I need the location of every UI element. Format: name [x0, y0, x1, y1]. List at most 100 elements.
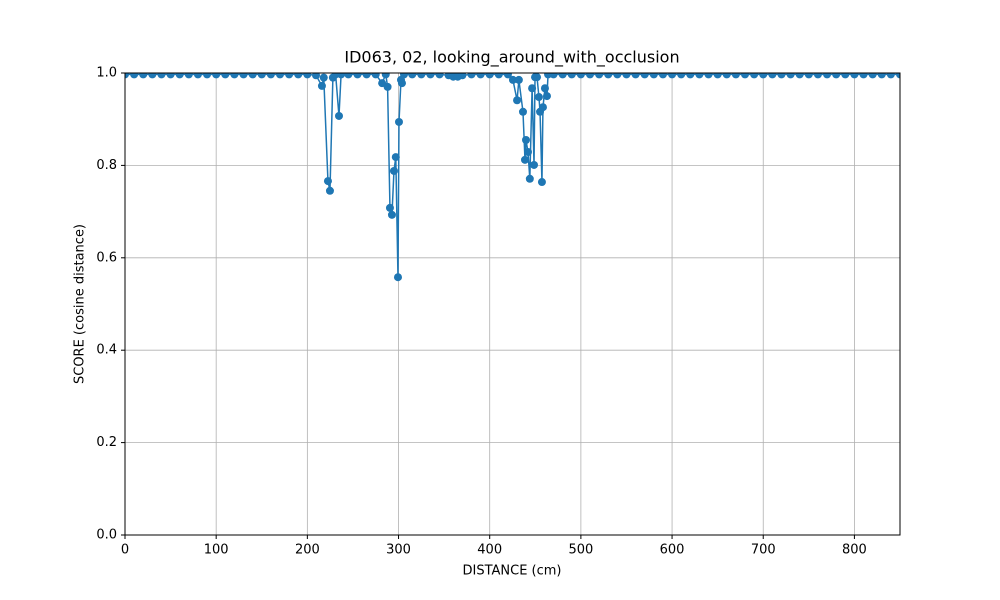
data-point: [130, 73, 139, 79]
data-point: [319, 73, 328, 82]
data-point: [540, 84, 549, 93]
data-point: [371, 73, 380, 79]
data-point: [658, 73, 667, 79]
x-tick-label: 500: [568, 543, 593, 558]
data-point: [713, 73, 722, 79]
data-point: [148, 73, 157, 79]
x-tick-label: 700: [751, 543, 776, 558]
data-point: [731, 73, 740, 79]
data-point: [533, 73, 542, 82]
data-point: [494, 73, 503, 79]
data-point: [896, 73, 900, 79]
data-point: [362, 73, 371, 79]
data-point: [586, 73, 594, 79]
data-point: [534, 93, 543, 102]
data-point: [221, 73, 230, 79]
x-axis-label: DISTANCE (cm): [462, 564, 561, 579]
data-point: [677, 73, 686, 79]
axes-frame: [124, 72, 901, 536]
data-point: [485, 73, 494, 79]
data-point: [525, 174, 534, 183]
data-point: [387, 210, 396, 219]
data-point: [397, 79, 406, 88]
y-tick-label: 1.0: [96, 66, 117, 81]
data-point: [804, 73, 813, 79]
y-axis-label: SCORE (cosine distance): [73, 224, 88, 384]
data-point: [823, 73, 832, 79]
data-point: [325, 186, 334, 195]
data-point: [528, 84, 537, 93]
data-point: [408, 73, 417, 79]
x-tick-label: 100: [204, 543, 229, 558]
data-point: [518, 107, 527, 116]
data-point: [521, 135, 530, 144]
x-tick-label: 0: [121, 543, 129, 558]
data-point: [175, 73, 184, 79]
data-point: [230, 73, 239, 79]
chart-title: ID063, 02, looking_around_with_occlusion: [344, 48, 679, 68]
data-point: [323, 177, 332, 186]
y-tick-label: 0.2: [96, 435, 117, 450]
data-point: [777, 73, 786, 79]
data-point: [813, 73, 822, 79]
data-point: [704, 73, 713, 79]
data-point: [334, 111, 343, 120]
data-point: [417, 73, 426, 79]
data-point: [508, 75, 517, 84]
data-point: [184, 73, 193, 79]
data-point: [435, 73, 444, 79]
data-point: [257, 73, 266, 79]
data-point: [389, 166, 398, 175]
data-point: [294, 73, 303, 79]
data-point: [768, 73, 777, 79]
data-point: [312, 73, 321, 80]
data-point: [631, 73, 640, 79]
data-point: [549, 73, 558, 79]
data-point: [604, 73, 613, 79]
data-point: [622, 73, 631, 79]
data-point: [530, 160, 539, 169]
y-tick-label: 0.4: [96, 343, 117, 358]
y-tick-label: 0.0: [96, 528, 117, 543]
data-point: [248, 73, 257, 79]
data-point: [832, 73, 841, 79]
data-point: [841, 73, 850, 79]
x-tick-label: 800: [842, 543, 867, 558]
data-point: [558, 73, 567, 79]
data-point: [576, 73, 585, 79]
data-point: [859, 73, 868, 79]
data-point: [393, 273, 402, 282]
data-point: [537, 178, 546, 187]
data-point: [337, 73, 346, 79]
x-tick-label: 200: [295, 543, 320, 558]
y-tick-label: 0.6: [96, 250, 117, 265]
data-point: [426, 73, 435, 79]
data-point: [394, 117, 403, 126]
data-point: [538, 103, 547, 112]
x-tick-label: 400: [477, 543, 502, 558]
data-point: [203, 73, 212, 79]
data-point: [157, 73, 166, 79]
data-point: [239, 73, 248, 79]
y-tick-label: 0.8: [96, 158, 117, 173]
data-point: [476, 73, 485, 79]
data-point: [400, 73, 408, 79]
ticks: 0 100 200 300 400 500 600 700 800 0.0 0.2 0.4 0.6 0.8…: [96, 66, 867, 558]
data-point: [385, 203, 394, 212]
data-point: [467, 73, 476, 79]
data-point: [695, 73, 704, 79]
data-point: [139, 73, 148, 79]
data-point: [722, 73, 731, 79]
data-point: [503, 73, 512, 79]
data-point: [353, 73, 362, 79]
data-point: [266, 73, 275, 79]
data-point: [125, 73, 129, 79]
data-point: [391, 153, 400, 162]
data-point: [381, 73, 390, 79]
data-point: [868, 73, 877, 79]
data-point: [212, 73, 221, 79]
data-point: [542, 92, 551, 101]
x-tick-label: 300: [386, 543, 411, 558]
